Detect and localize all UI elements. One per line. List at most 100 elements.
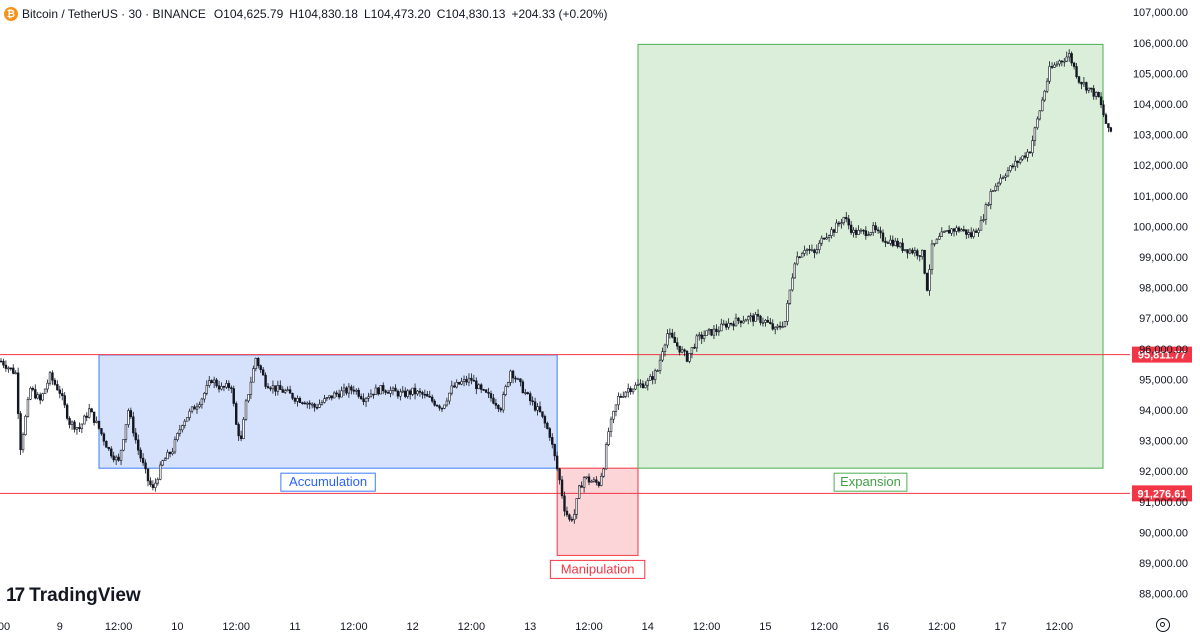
candle-body (16, 372, 20, 414)
candle-body (217, 385, 221, 390)
candle-body (156, 479, 159, 484)
candle-body (629, 388, 632, 393)
candle-body (955, 227, 958, 232)
candle-body (399, 391, 402, 397)
candle-body (124, 424, 128, 440)
candle-body (903, 249, 907, 251)
candle-body (364, 397, 368, 403)
candle-body (830, 229, 833, 236)
candle-body (622, 396, 625, 398)
candle-body (702, 335, 706, 339)
candle-body (475, 380, 478, 390)
candle-body (293, 397, 297, 402)
candle-body (977, 229, 980, 233)
ohlc-open: O104,625.79 (213, 7, 284, 21)
candle-body (9, 367, 12, 370)
candle-body (379, 385, 382, 395)
y-tick-label: 91,000.00 (1139, 497, 1188, 509)
candle-body (688, 353, 691, 362)
candle-body (575, 498, 578, 515)
candle-body (171, 451, 174, 455)
candle-body (732, 323, 735, 327)
price-label: 95,811.77 (1138, 350, 1186, 362)
candle-body (653, 370, 657, 380)
candle-body (394, 387, 397, 392)
candle-body (1099, 96, 1103, 106)
candle-body (1045, 80, 1049, 92)
candle-body (864, 230, 868, 236)
candle-body (585, 476, 588, 479)
manipulation-zone[interactable] (556, 467, 639, 556)
candle-body (543, 416, 547, 424)
price-label: 91,276.61 (1138, 488, 1187, 500)
candle-body (935, 238, 939, 244)
candle-body (751, 315, 755, 322)
candle-body (426, 393, 429, 397)
candle-body (749, 315, 752, 318)
candle-body (756, 314, 760, 317)
candle-body (626, 388, 630, 393)
candle-body (580, 485, 583, 488)
candle-body (257, 358, 260, 366)
candle-body (291, 392, 294, 399)
candle-body (906, 249, 909, 254)
candle-body (178, 429, 182, 434)
candle-body (602, 468, 605, 477)
candle-body (800, 253, 804, 258)
y-tick-label: 89,000.00 (1139, 558, 1188, 570)
candle-body (445, 400, 449, 406)
candle-body (663, 344, 667, 353)
candle-body (325, 397, 329, 399)
candle-body (190, 406, 194, 412)
candle-body (656, 370, 659, 372)
candle-body (739, 320, 743, 324)
candle-body (487, 392, 490, 394)
candle-body (467, 377, 471, 383)
candle-body (1016, 160, 1019, 163)
candle-body (798, 256, 801, 259)
candle-body (884, 240, 887, 243)
candle-body (1033, 127, 1037, 141)
x-tick-label: 11 (289, 621, 300, 633)
candle-body (183, 420, 186, 426)
candle-body (1090, 87, 1093, 90)
candle-body (1102, 104, 1105, 116)
candle-body (455, 381, 458, 388)
candle-body (994, 185, 997, 191)
candle-body (362, 398, 365, 403)
candle-body (805, 248, 809, 251)
candle-body (592, 479, 596, 482)
candle-body (724, 323, 728, 328)
candle-body (465, 379, 468, 383)
candle-body (205, 385, 208, 394)
candle-body (644, 384, 647, 389)
candle-body (137, 439, 140, 451)
candle-body (323, 398, 326, 403)
candle-body (298, 398, 302, 403)
candle-body (842, 217, 846, 224)
candle-body (531, 400, 534, 403)
candle-body (232, 388, 235, 404)
candle-body (252, 368, 255, 383)
y-tick-label: 97,000.00 (1139, 313, 1188, 325)
candle-body (127, 410, 130, 425)
symbol-title[interactable]: Bitcoin / TetherUS · 30 · BINANCE (22, 7, 206, 21)
settings-gear-icon[interactable] (1156, 618, 1170, 632)
candle-body (4, 364, 8, 369)
candle-body (967, 232, 970, 235)
candle-body (75, 427, 79, 430)
candle-body (19, 413, 22, 451)
candle-body (320, 402, 324, 405)
candle-body (803, 250, 806, 254)
x-tick-label: 9 (57, 621, 63, 633)
candle-body (237, 424, 240, 437)
candle-body (200, 398, 204, 405)
candle-body (112, 455, 115, 461)
candle-body (916, 250, 919, 256)
candle-body (533, 401, 537, 411)
y-tick-label: 88,000.00 (1139, 589, 1188, 601)
candle-body (1018, 158, 1022, 163)
expansion-zone[interactable] (637, 43, 1104, 469)
x-tick-label: 12:00 (340, 621, 368, 633)
